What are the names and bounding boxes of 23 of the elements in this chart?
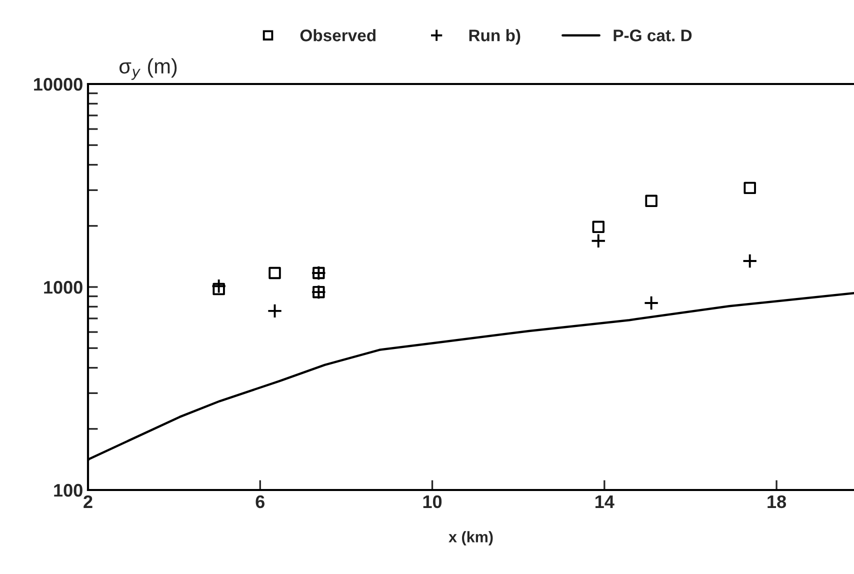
y-tick-label: 100 <box>54 484 82 497</box>
point <box>267 303 282 319</box>
y-tick-label: 10000 <box>34 78 82 91</box>
x-tick-label: 18 <box>768 495 786 508</box>
legend-label: Run b) <box>469 29 520 45</box>
point <box>744 182 756 194</box>
point <box>592 220 605 234</box>
point <box>644 295 659 311</box>
point <box>742 253 758 269</box>
legend-label: P-G cat. D <box>614 30 692 42</box>
legend-label: Observed <box>300 29 376 42</box>
y-axis-title: σ$_{y}$ (m) <box>120 58 177 80</box>
point <box>590 233 606 248</box>
x-axis-title: x (km) <box>448 531 493 546</box>
point <box>645 194 658 208</box>
y-tick-label: 1000 <box>44 280 82 294</box>
x-tick-label: 2 <box>84 495 92 508</box>
x-tick-label: 6 <box>256 495 265 508</box>
point <box>268 266 281 280</box>
x-tick-label: 10 <box>423 495 442 508</box>
x-tick-label: 14 <box>596 496 614 508</box>
point <box>211 278 226 294</box>
point <box>212 282 225 296</box>
